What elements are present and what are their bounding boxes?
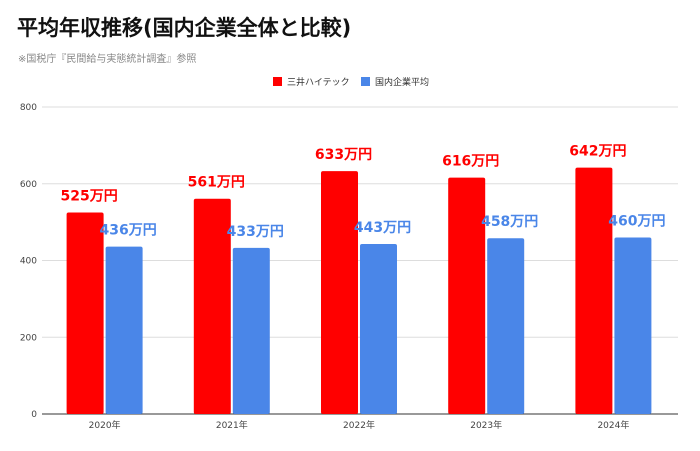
bar (487, 238, 525, 414)
x-tick-label: 2024年 (597, 419, 629, 431)
legend-label: 国内企業平均 (375, 76, 429, 88)
data-label: 616万円 (442, 154, 499, 170)
bar (614, 237, 652, 414)
bar (66, 212, 104, 414)
data-label: 443万円 (354, 220, 411, 236)
legend-swatch (361, 77, 370, 86)
data-label: 433万円 (227, 224, 284, 240)
data-label: 458万円 (481, 214, 538, 230)
y-tick-label: 400 (20, 257, 37, 267)
data-label: 460万円 (608, 213, 665, 229)
x-tick-label: 2023年 (470, 419, 502, 431)
bar (193, 198, 231, 414)
bar (321, 171, 358, 414)
y-tick-label: 600 (20, 180, 37, 190)
bar (448, 177, 486, 414)
data-label: 436万円 (99, 223, 156, 239)
y-tick-label: 0 (31, 410, 37, 420)
data-label: 525万円 (60, 189, 117, 205)
bar (105, 246, 143, 414)
bar (232, 247, 270, 414)
chart-title: 平均年収推移(国内企業全体と比較) (17, 16, 352, 40)
x-tick-label: 2021年 (216, 419, 248, 431)
data-label: 642万円 (569, 144, 626, 160)
data-label: 561万円 (188, 175, 245, 191)
bar (575, 167, 613, 414)
x-tick-label: 2022年 (343, 419, 375, 431)
legend-label: 三井ハイテック (287, 76, 350, 88)
bar (360, 243, 397, 414)
y-tick-label: 800 (20, 103, 37, 113)
legend-swatch (273, 77, 282, 86)
chart-subtitle: ※国税庁『民間給与実態統計調査』参照 (18, 54, 197, 65)
y-tick-label: 200 (20, 333, 37, 343)
x-tick-label: 2020年 (89, 419, 121, 431)
data-label: 633万円 (315, 147, 372, 163)
